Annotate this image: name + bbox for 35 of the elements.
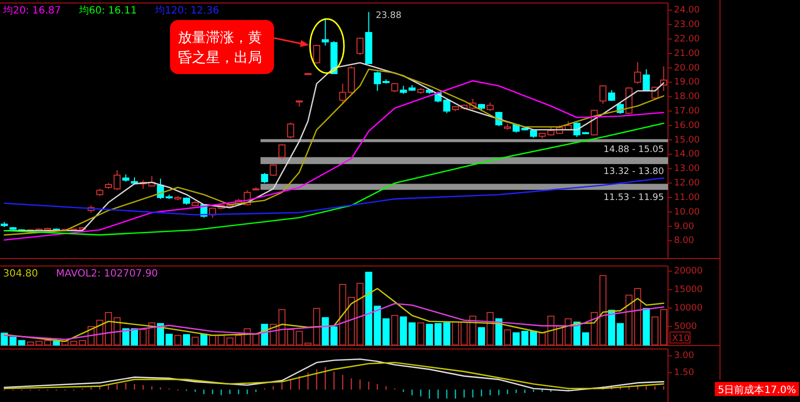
y-tick-label: 15.00 (674, 135, 700, 146)
y-tick-label: 18.00 (674, 92, 700, 102)
y-tick-label: 3.00 (674, 351, 694, 362)
y-tick-label: 23.00 (674, 20, 700, 30)
y-tick-label: 15000 (674, 285, 703, 296)
y-tick-label: 14.00 (674, 150, 700, 160)
y-tick-label: 12.00 (674, 178, 700, 189)
y-tick-label: 1.50 (674, 368, 694, 378)
text: 均120: 12.36 (154, 4, 220, 17)
text: X10 (672, 334, 690, 344)
y-tick-label: 11.00 (674, 192, 700, 203)
band-label: 13.32 - 13.80 (604, 167, 664, 178)
y-tick-label: 10000 (674, 304, 703, 314)
y-tick-label: 21.00 (674, 48, 700, 59)
band-label: 11.53 - 11.95 (604, 192, 664, 203)
y-tick-label: 9.00 (674, 222, 694, 232)
y-tick-label: 16.00 (674, 120, 700, 131)
text: MAVOL2: 102707.90 (56, 268, 158, 280)
y-tick-label: 19.00 (674, 78, 700, 88)
annotation: 23.88 (376, 10, 402, 21)
y-tick-label: 20.00 (674, 63, 700, 74)
y-tick-label: 20000 (674, 266, 703, 277)
y-tick-label: 5000 (674, 322, 698, 332)
y-tick-label: 24.00 (674, 6, 700, 16)
band-label: 14.88 - 15.05 (604, 145, 664, 156)
text: 304.80 (3, 268, 38, 280)
text: 均60: 16.11 (78, 4, 137, 17)
y-tick-label: 13.00 (674, 164, 700, 174)
text: 均20: 16.87 (2, 4, 61, 17)
y-tick-label: 10.00 (674, 207, 700, 218)
text: 5日前成本17.0% (718, 384, 796, 396)
y-tick-label: 22.00 (674, 34, 700, 44)
annotation: 放量滞涨，黄昏之星，出局 (178, 30, 262, 66)
y-tick-label: 8.00 (674, 236, 694, 246)
y-tick-label: 17.00 (674, 106, 700, 117)
